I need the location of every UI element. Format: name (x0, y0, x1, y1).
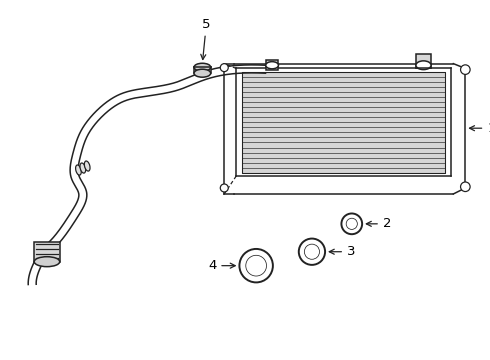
Ellipse shape (266, 62, 278, 69)
Text: 3: 3 (329, 245, 355, 258)
Ellipse shape (34, 257, 60, 267)
Ellipse shape (84, 161, 90, 171)
Bar (266, 60, 278, 71)
Ellipse shape (80, 163, 86, 173)
Circle shape (461, 182, 470, 192)
Bar (242, 72, 445, 173)
Bar (194, 67, 211, 73)
Circle shape (220, 184, 228, 192)
Text: 4: 4 (208, 259, 235, 272)
Circle shape (461, 65, 470, 75)
Ellipse shape (194, 69, 211, 77)
Bar (34, 242, 60, 262)
Ellipse shape (416, 61, 431, 69)
Text: 1: 1 (469, 122, 490, 135)
Circle shape (220, 64, 228, 72)
Text: 2: 2 (367, 217, 392, 230)
Ellipse shape (75, 165, 81, 175)
Bar (416, 54, 431, 68)
Ellipse shape (194, 63, 211, 71)
Text: 5: 5 (201, 18, 211, 59)
